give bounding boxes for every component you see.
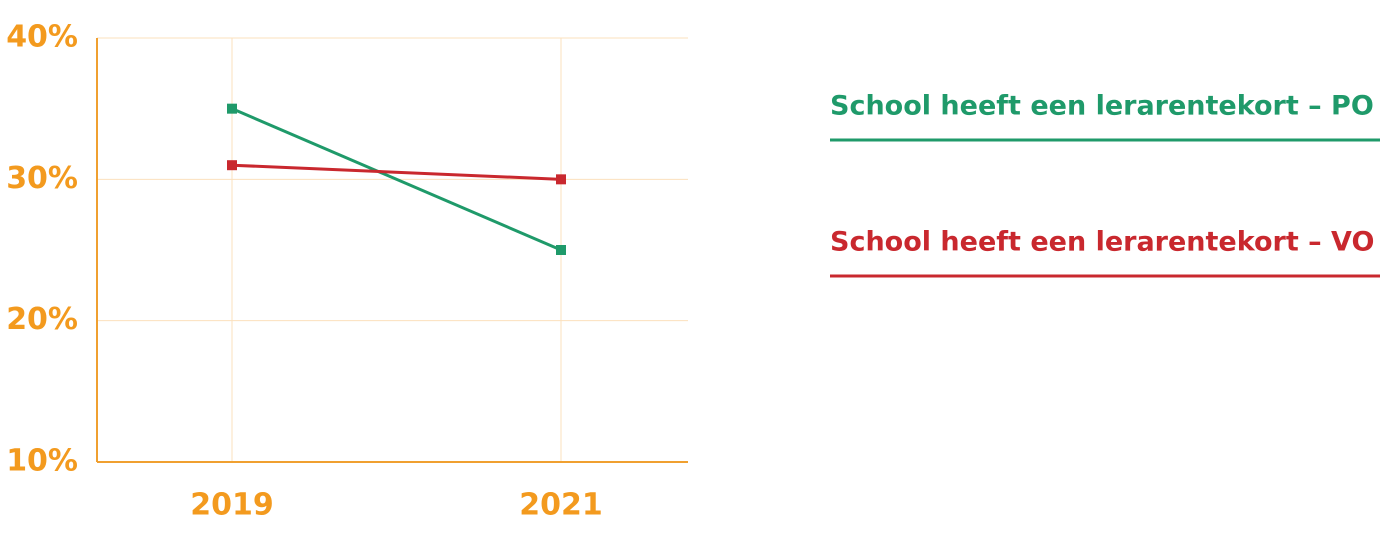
x-tick-label: 2021 xyxy=(519,488,603,523)
y-tick-label: 20% xyxy=(6,302,78,337)
y-tick-label: 40% xyxy=(6,20,78,55)
x-tick-label: 2019 xyxy=(190,488,274,523)
series-line xyxy=(231,163,562,181)
y-tick-label: 10% xyxy=(6,444,78,479)
point-marker xyxy=(227,160,237,171)
series-line xyxy=(231,107,562,252)
y-tick-label: 30% xyxy=(6,161,78,196)
point-marker xyxy=(227,103,237,114)
legend-label: School heeft een lerarentekort – PO xyxy=(830,91,1374,122)
point-marker xyxy=(556,174,566,185)
point-marker xyxy=(556,245,566,255)
legend-label: School heeft een lerarentekort – VO xyxy=(830,227,1374,258)
